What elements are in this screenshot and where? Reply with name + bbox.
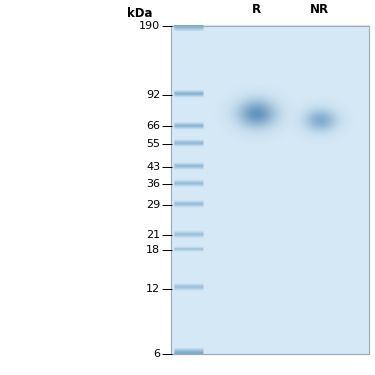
Bar: [171, 26, 369, 354]
Text: 36: 36: [146, 179, 160, 189]
Text: 29: 29: [146, 200, 160, 210]
Text: 190: 190: [139, 21, 160, 31]
Text: 55: 55: [146, 139, 160, 148]
Text: NR: NR: [310, 3, 329, 16]
Text: 21: 21: [146, 230, 160, 240]
Text: R: R: [252, 3, 261, 16]
Bar: [171, 26, 369, 354]
Text: 6: 6: [153, 350, 160, 360]
Text: 92: 92: [146, 90, 160, 100]
Text: 43: 43: [146, 162, 160, 172]
Text: kDa: kDa: [128, 7, 153, 20]
Text: 66: 66: [146, 122, 160, 131]
Text: 12: 12: [146, 284, 160, 294]
Text: 18: 18: [146, 245, 160, 255]
